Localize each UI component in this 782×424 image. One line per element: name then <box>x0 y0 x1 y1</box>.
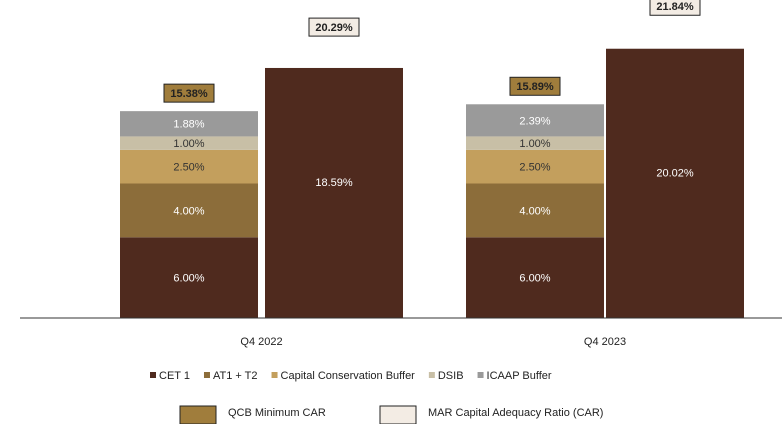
total-label: 15.38% <box>170 88 208 100</box>
segment-label: 4.00% <box>173 205 204 217</box>
total-box <box>163 83 215 103</box>
bar-segment <box>466 104 604 137</box>
legend-box <box>379 405 417 424</box>
legend-box <box>179 405 217 424</box>
legend-swatch <box>203 372 210 378</box>
legend-swatch <box>150 372 156 378</box>
car-bar <box>606 48 744 319</box>
segment-label: 1.00% <box>519 138 550 150</box>
bar-segment <box>466 183 604 238</box>
bar-segment <box>120 183 258 238</box>
bar-segment <box>120 111 258 137</box>
legend-label: QCB Minimum CAR <box>228 407 326 419</box>
legend-label: DSIB <box>438 370 464 382</box>
legend-label: MAR Capital Adequacy Ratio (CAR) <box>428 407 603 419</box>
segment-label: 1.00% <box>173 138 204 150</box>
total-box <box>649 0 701 16</box>
total-label: 15.89% <box>516 81 554 93</box>
bar-segment <box>120 149 258 184</box>
segment-label: 4.00% <box>519 205 550 217</box>
bar-segment <box>120 136 258 150</box>
total-box <box>509 76 561 96</box>
legend-swatch <box>271 372 278 378</box>
segment-label: 2.50% <box>519 162 550 174</box>
legend-swatch <box>428 372 435 378</box>
x-tick-label: Q4 2023 <box>584 336 626 348</box>
legend-label: CET 1 <box>159 370 190 382</box>
segment-label: 2.39% <box>519 115 550 127</box>
segment-label: 1.88% <box>173 119 204 131</box>
segment-label: 6.00% <box>173 273 204 285</box>
bar-segment <box>120 237 258 318</box>
bar-segment <box>466 136 604 150</box>
car-bar <box>265 67 403 318</box>
legend-label: Capital Conservation Buffer <box>281 370 416 382</box>
x-tick-label: Q4 2022 <box>240 336 282 348</box>
total-box <box>308 17 360 37</box>
legend-swatch <box>477 372 484 378</box>
total-label: 21.84% <box>656 1 694 13</box>
car-label: 20.02% <box>656 167 694 179</box>
total-label: 20.29% <box>315 22 353 34</box>
segment-label: 2.50% <box>173 162 204 174</box>
legend-label: ICAAP Buffer <box>487 370 552 382</box>
bar-segment <box>466 149 604 184</box>
car-label: 18.59% <box>315 177 353 189</box>
legend-label: AT1 + T2 <box>213 370 258 382</box>
bar-segment <box>466 237 604 318</box>
segment-label: 6.00% <box>519 273 550 285</box>
